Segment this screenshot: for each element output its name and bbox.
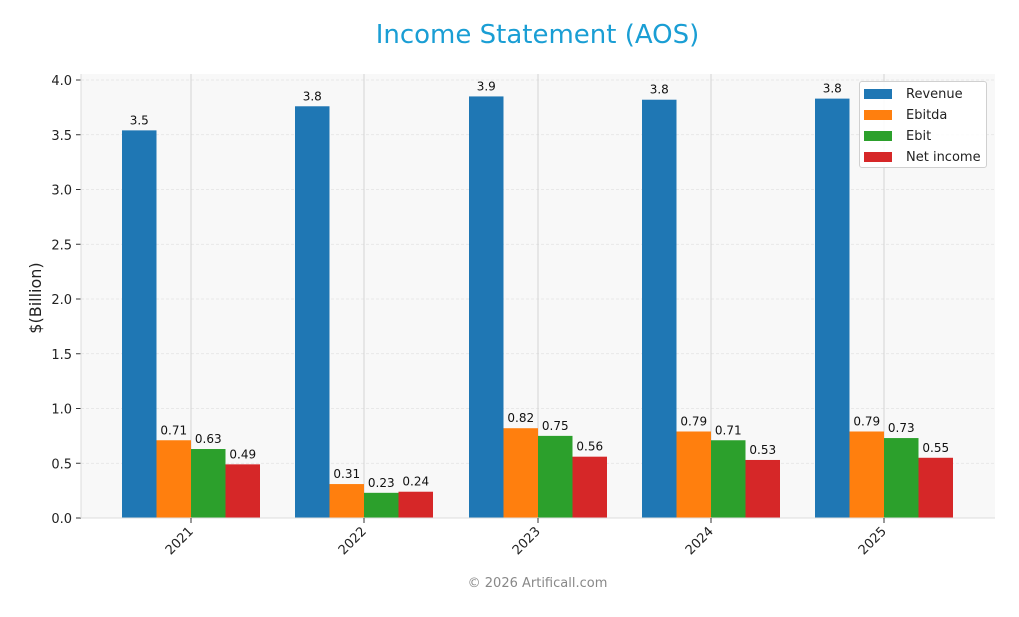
bar-value-label: 0.53 bbox=[749, 443, 776, 457]
legend-label: Ebit bbox=[906, 128, 932, 144]
bar-value-label: 0.79 bbox=[680, 414, 707, 428]
legend-swatch bbox=[864, 89, 892, 99]
legend-swatch bbox=[864, 110, 892, 120]
legend-swatch bbox=[864, 131, 892, 141]
bar-value-label: 0.75 bbox=[542, 419, 569, 433]
bar-revenue bbox=[122, 130, 157, 518]
bar-net-income bbox=[918, 457, 953, 518]
y-axis-label: $(Billion) bbox=[26, 262, 45, 333]
y-tick-label: 1.0 bbox=[51, 403, 72, 418]
bar-value-label: 0.79 bbox=[853, 414, 880, 428]
bar-value-label: 0.73 bbox=[888, 421, 915, 435]
bar-value-label: 3.8 bbox=[650, 83, 669, 97]
x-tick-label: 2021 bbox=[163, 524, 197, 558]
bar-value-label: 0.63 bbox=[195, 432, 222, 446]
bar-net-income bbox=[745, 459, 780, 518]
legend-item-ebitda: Ebitda bbox=[864, 106, 947, 124]
bar-net-income bbox=[398, 491, 433, 518]
bar-value-label: 0.31 bbox=[333, 467, 360, 481]
x-tick-label: 2024 bbox=[683, 524, 717, 558]
bar-value-label: 3.8 bbox=[823, 82, 842, 96]
legend-item-net-income: Net income bbox=[864, 148, 981, 166]
legend-item-revenue: Revenue bbox=[864, 85, 963, 103]
bar-ebit bbox=[364, 492, 399, 518]
legend-item-ebit: Ebit bbox=[864, 127, 931, 145]
bar-value-label: 0.23 bbox=[368, 476, 395, 490]
y-tick-label: 3.0 bbox=[51, 184, 72, 199]
legend-swatch bbox=[864, 152, 892, 162]
y-tick-label: 0.5 bbox=[51, 457, 72, 472]
chart-title: Income Statement (AOS) bbox=[375, 20, 700, 50]
bar-value-label: 0.71 bbox=[160, 423, 187, 437]
y-tick-label: 2.0 bbox=[51, 293, 72, 308]
bar-ebitda bbox=[329, 484, 364, 518]
bar-ebitda bbox=[156, 440, 191, 518]
bar-value-label: 0.49 bbox=[229, 447, 256, 461]
x-tick-label: 2025 bbox=[856, 524, 890, 558]
bar-ebit bbox=[191, 449, 226, 518]
x-tick-label: 2022 bbox=[336, 524, 370, 558]
bar-ebit bbox=[711, 440, 746, 518]
y-tick-label: 4.0 bbox=[51, 74, 72, 89]
bar-value-label: 0.82 bbox=[507, 411, 534, 425]
bar-revenue bbox=[469, 96, 504, 519]
bar-value-label: 0.24 bbox=[402, 475, 429, 489]
bar-ebitda bbox=[676, 431, 711, 518]
chart-legend: Revenue Ebitda Ebit Net income bbox=[859, 81, 987, 168]
bar-revenue bbox=[642, 99, 677, 519]
y-tick-label: 1.5 bbox=[51, 348, 72, 363]
bar-revenue bbox=[295, 106, 330, 518]
legend-label: Net income bbox=[906, 149, 981, 165]
bar-net-income bbox=[572, 456, 607, 518]
bar-ebit bbox=[538, 435, 573, 518]
bar-revenue bbox=[815, 98, 850, 519]
legend-label: Ebitda bbox=[906, 107, 948, 123]
bar-ebitda bbox=[503, 428, 538, 518]
bar-value-label: 3.5 bbox=[130, 113, 149, 127]
copyright-footer: © 2026 Artificall.com bbox=[467, 576, 608, 591]
bar-ebit bbox=[884, 438, 919, 518]
y-tick-label: 2.5 bbox=[51, 238, 72, 253]
y-tick-label: 3.5 bbox=[51, 129, 72, 144]
bar-ebitda bbox=[849, 431, 884, 518]
bar-value-label: 3.8 bbox=[303, 89, 322, 103]
bar-value-label: 0.55 bbox=[922, 441, 949, 455]
bar-net-income bbox=[225, 464, 260, 518]
bar-value-label: 3.9 bbox=[477, 79, 496, 93]
x-tick-label: 2023 bbox=[510, 524, 544, 558]
legend-label: Revenue bbox=[906, 86, 963, 102]
y-tick-label: 0.0 bbox=[51, 512, 72, 527]
bar-value-label: 0.71 bbox=[715, 423, 742, 437]
bar-value-label: 0.56 bbox=[576, 440, 603, 454]
